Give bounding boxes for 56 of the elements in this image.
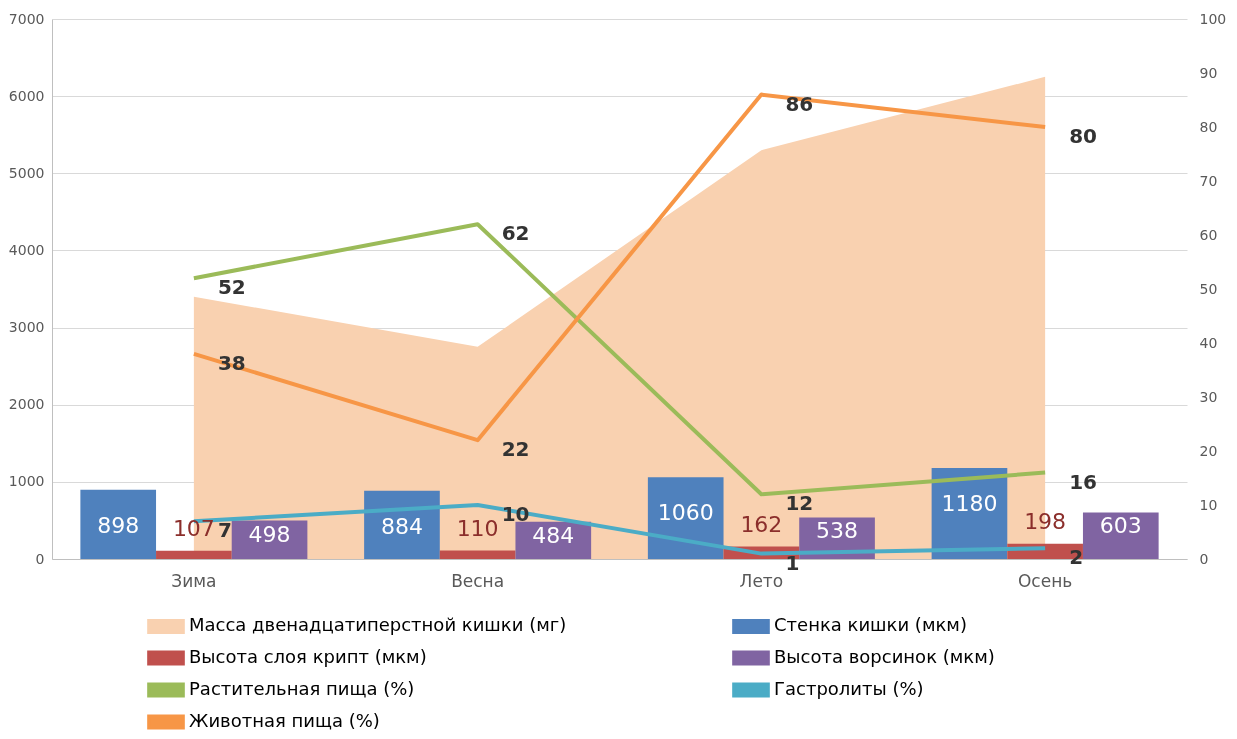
y2-tick-label: 10 xyxy=(1199,496,1218,513)
y-tick-label: 6000 xyxy=(8,87,45,104)
y-tick-label: 3000 xyxy=(8,319,45,336)
data-label: 538 xyxy=(816,518,859,544)
legend-label: Высота ворсинок (мкм) xyxy=(774,646,995,667)
data-label: 498 xyxy=(248,521,291,547)
y2-tick-label: 30 xyxy=(1199,388,1218,405)
data-label: 1060 xyxy=(657,500,714,526)
data-label: 110 xyxy=(456,515,499,541)
y2-tick-label: 80 xyxy=(1199,118,1218,135)
data-label: 884 xyxy=(380,513,423,539)
x-tick-label: Весна xyxy=(451,570,505,591)
y2-tick-label: 50 xyxy=(1199,280,1218,297)
y-tick-label: 2000 xyxy=(8,396,45,413)
legend-label: Масса двенадцатиперстной кишки (мг) xyxy=(189,614,567,636)
y2-tick-label: 90 xyxy=(1199,64,1218,81)
legend-label: Стенка кишки (мкм) xyxy=(774,614,967,636)
data-label: 107 xyxy=(172,515,215,541)
legend-label: Гастролиты (%) xyxy=(774,678,924,699)
data-label: 22 xyxy=(501,437,530,462)
x-tick-label: Осень xyxy=(1017,570,1073,591)
data-label: 484 xyxy=(532,522,575,548)
y-tick-label: 7000 xyxy=(8,10,45,27)
data-label: 7 xyxy=(217,518,232,543)
x-tick-label: Зима xyxy=(171,570,217,591)
y-tick-label: 4000 xyxy=(8,241,45,258)
bar xyxy=(1082,512,1159,559)
y2-tick-label: 40 xyxy=(1199,334,1218,351)
data-label: 62 xyxy=(501,221,530,246)
y-tick-label: 5000 xyxy=(8,164,45,181)
bar xyxy=(80,489,157,559)
line-series xyxy=(191,222,1048,497)
y2-tick-label: 60 xyxy=(1199,226,1218,243)
y-tick-label: 1000 xyxy=(8,473,45,490)
data-label: 12 xyxy=(785,491,814,516)
y-tick-label: 0 xyxy=(35,550,45,567)
y2-tick-label: 20 xyxy=(1199,442,1218,459)
data-label: 52 xyxy=(217,275,246,300)
legend-label: Животная пища (%) xyxy=(189,710,380,731)
y2-tick-label: 100 xyxy=(1199,10,1227,27)
data-label: 80 xyxy=(1069,124,1097,148)
data-label: 162 xyxy=(740,511,783,537)
line-series xyxy=(191,92,1048,443)
x-tick-label: Лето xyxy=(739,570,784,591)
legend-label: Растительная пища (%) xyxy=(189,678,415,699)
bar xyxy=(156,550,232,559)
data-label: 198 xyxy=(1024,508,1067,534)
data-label: 16 xyxy=(1069,469,1097,494)
legend-label: Высота слоя крипт (мкм) xyxy=(189,646,427,667)
data-label: 1180 xyxy=(941,490,998,516)
data-label: 603 xyxy=(1099,513,1142,539)
y2-tick-label: 0 xyxy=(1199,550,1209,567)
bar xyxy=(439,550,516,559)
y2-tick-label: 70 xyxy=(1199,172,1218,189)
data-label: 38 xyxy=(217,350,246,375)
data-label: 898 xyxy=(97,512,140,538)
